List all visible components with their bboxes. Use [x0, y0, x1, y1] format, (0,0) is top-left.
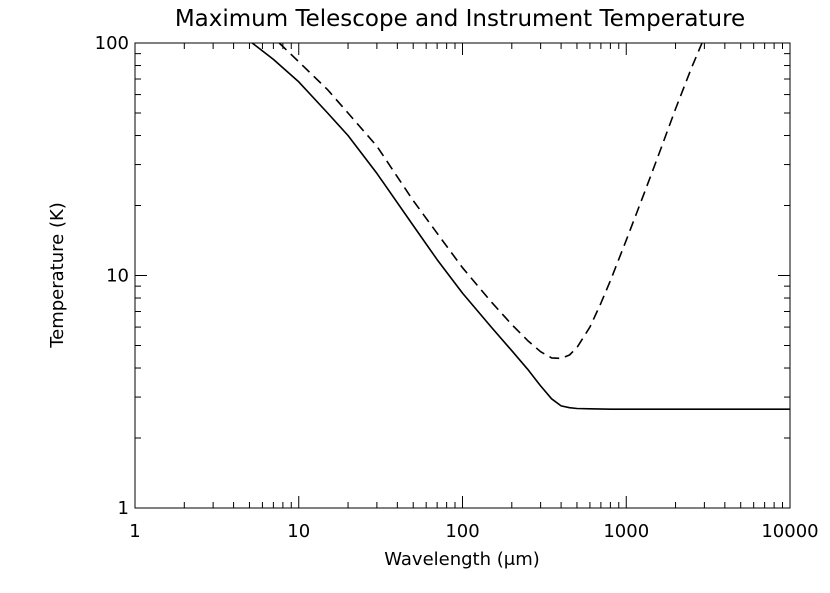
axis-ticks — [134, 42, 791, 509]
x-tick-label: 100 — [445, 521, 479, 542]
x-tick-label: 10000 — [761, 521, 818, 542]
tick-labels: 1 10 100 1000 10000 1 10 100 — [95, 33, 819, 542]
y-axis-label: Temperature (K) — [47, 202, 68, 349]
x-axis-label: Wavelength (μm) — [384, 549, 540, 570]
x-tick-label: 10 — [287, 521, 310, 542]
series-line-dashed — [278, 42, 703, 360]
y-tick-label: 10 — [106, 266, 129, 287]
series-line-solid — [251, 42, 790, 411]
y-tick-label: 100 — [95, 33, 129, 54]
y-tick-label: 1 — [118, 498, 129, 519]
plot-frame — [134, 42, 791, 509]
x-tick-label: 1000 — [603, 521, 649, 542]
x-tick-label: 1 — [129, 521, 140, 542]
chart-title: Maximum Telescope and Instrument Tempera… — [175, 6, 745, 32]
series-layer — [251, 42, 790, 411]
